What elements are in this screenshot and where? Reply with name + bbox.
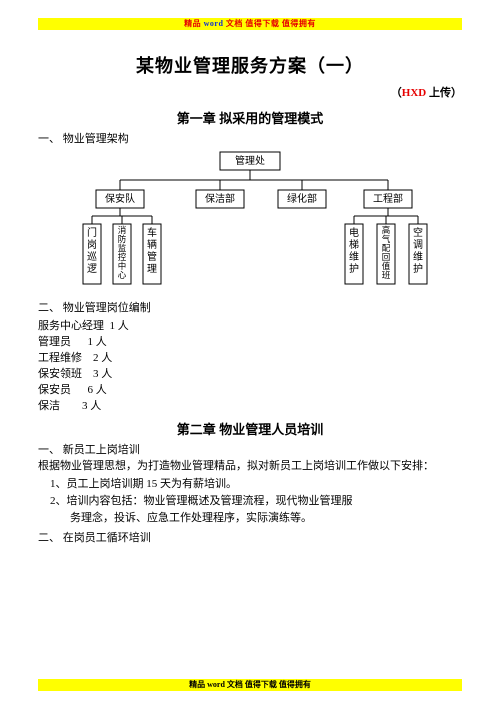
org-root: 管理处: [235, 154, 265, 167]
org-leaf-e-1: 高气配回值班: [382, 225, 391, 280]
org-leaf-e-0: 电梯维护: [349, 226, 359, 275]
staff-row: 保安领班 3 人: [38, 365, 462, 381]
section-2-2: 二、 在岗员工循环培训: [38, 529, 462, 545]
staff-row: 保安员 6 人: [38, 381, 462, 397]
staffing-list: 服务中心经理 1 人管理员 1 人工程维修 2 人保安领班 3 人保安员 6 人…: [38, 317, 462, 413]
org-chart: 管理处 保安队 保洁部 绿化部 工程部: [70, 150, 430, 293]
chapter-2-heading: 第二章 物业管理人员培训: [38, 419, 462, 438]
para-2-1: 根据物业管理思想，为打造物业管理精品，拟对新员工上岗培训工作做以下安排：: [38, 459, 462, 475]
banner-text-2: word: [204, 19, 226, 28]
banner-text-3: 文档 值得下载 值得拥有: [226, 19, 316, 28]
staff-row: 工程维修 2 人: [38, 349, 462, 365]
list-2-item-1: 1、员工上岗培训期 15 天为有薪培训。: [38, 477, 462, 493]
org-dept-3: 工程部: [373, 192, 403, 205]
list-2-item-2-cont: 务理念，投诉、应急工作处理程序，实际演练等。: [38, 511, 462, 527]
staff-row: 管理员 1 人: [38, 333, 462, 349]
staff-row: 服务中心经理 1 人: [38, 317, 462, 333]
list-2-item-2: 2、培训内容包括：物业管理概述及管理流程，现代物业管理服: [38, 494, 462, 510]
document-title: 某物业管理服务方案（一）: [38, 52, 462, 78]
chapter-1-heading: 第一章 拟采用的管理模式: [38, 108, 462, 127]
org-leaf-s-0: 门岗巡逻: [87, 226, 97, 275]
uploader-prefix: （: [391, 87, 402, 99]
bottom-banner: 精品 word 文档 值得下载 值得拥有: [38, 679, 462, 691]
uploader-line: （HXD 上传）: [38, 84, 462, 100]
banner-text-1: 精品: [184, 19, 204, 28]
org-dept-2: 绿化部: [287, 192, 317, 205]
uploader-suffix: 上传）: [426, 87, 462, 99]
org-dept-0: 保安队: [105, 192, 135, 205]
footer-text-3: 文档 值得下载 值得拥有: [227, 680, 311, 689]
section-2-1: 一、 新员工上岗培训: [38, 441, 462, 457]
footer-text-2: word: [207, 680, 227, 689]
uploader-name: HXD: [402, 87, 426, 99]
section-1-1: 一、 物业管理架构: [38, 130, 462, 146]
org-leaf-s-2: 车辆管理: [147, 226, 157, 275]
section-1-2: 二、 物业管理岗位编制: [38, 299, 462, 315]
top-banner: 精品 word 文档 值得下载 值得拥有: [38, 18, 462, 30]
org-leaf-e-2: 空调维护: [413, 226, 423, 275]
org-leaf-s-1: 消防监控中心: [118, 225, 127, 280]
footer-text-1: 精品: [189, 680, 207, 689]
staff-row: 保洁 3 人: [38, 397, 462, 413]
org-dept-1: 保洁部: [205, 192, 235, 205]
